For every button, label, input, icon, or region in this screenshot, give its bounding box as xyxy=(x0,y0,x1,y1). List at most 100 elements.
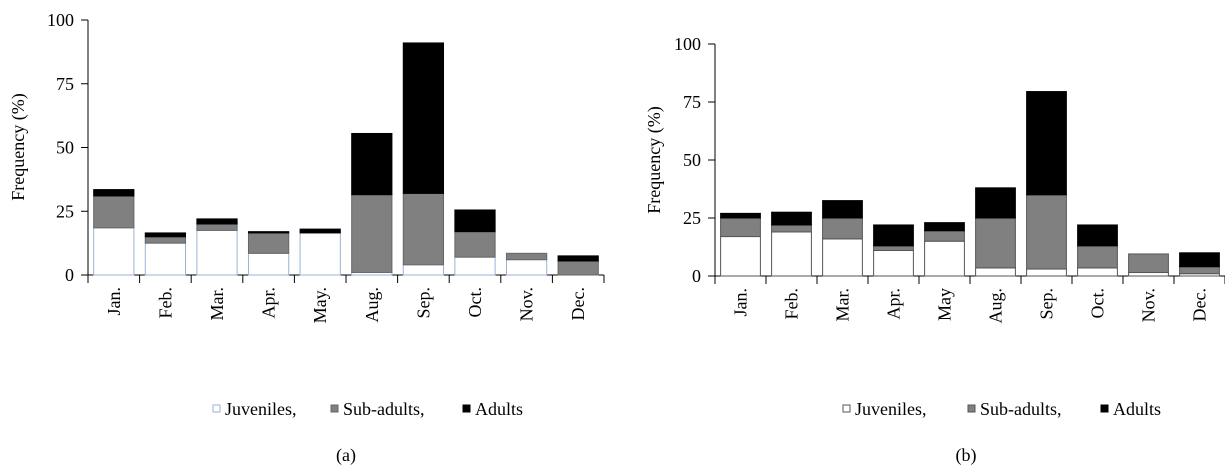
chart-b-bar-adults xyxy=(1179,252,1220,268)
chart-b-bar-adults xyxy=(924,222,965,232)
chart-b-legend-swatch-sub-adults xyxy=(967,404,976,413)
chart-b-bar-adults xyxy=(975,187,1016,219)
chart-b-bar-juveniles xyxy=(975,267,1016,277)
chart-a-bar-adults xyxy=(557,255,599,262)
chart-b-bar-sub-adults xyxy=(1026,194,1067,270)
chart-a-bar-adults xyxy=(144,232,187,238)
chart-b-legend-label: Adults xyxy=(1113,399,1161,419)
chart-b-x-tick-label: Sep. xyxy=(1037,288,1057,320)
chart-a-bar-adults xyxy=(454,209,496,233)
chart-a-x-tick-label: May. xyxy=(310,287,330,323)
chart-a-bar-juveniles xyxy=(247,252,290,276)
chart-a-bar-sub-adults xyxy=(247,232,290,254)
chart-a-x-tick-label: Jan. xyxy=(104,287,124,316)
chart-a-bar-adults xyxy=(351,132,393,196)
chart-a-bar-adults xyxy=(196,218,238,225)
chart-b-bar-juveniles xyxy=(873,249,914,277)
chart-a-legend-label: Adults xyxy=(475,399,523,419)
chart-a-y-tick-label: 50 xyxy=(56,138,74,158)
chart-b-caption: (b) xyxy=(956,445,977,466)
chart-b-legend-label: Sub-adults, xyxy=(980,399,1062,419)
chart-b-y-tick-label: 25 xyxy=(683,208,701,228)
chart-a-bar-adults xyxy=(93,189,135,197)
chart-b-bar-sub-adults xyxy=(771,224,812,233)
chart-b-x-tick-label: Dec. xyxy=(1190,288,1210,321)
chart-b-x-tick-label: Oct. xyxy=(1088,288,1108,319)
chart-a-y-axis-label: Frequency (%) xyxy=(8,93,29,200)
chart-b-legend-swatch-juveniles xyxy=(842,404,851,413)
chart-b-x-tick-label: Aug. xyxy=(986,288,1006,324)
chart-a-bar-sub-adults xyxy=(144,236,187,244)
chart-b-bar-juveniles xyxy=(1026,268,1067,277)
chart-a-x-tick-label: Dec. xyxy=(568,287,588,320)
chart-a-legend-swatch-sub-adults xyxy=(330,404,339,413)
chart-b-bar-juveniles xyxy=(720,236,761,277)
chart-b-bar-sub-adults xyxy=(975,217,1016,269)
chart-a-bar-juveniles xyxy=(505,259,548,276)
chart-a-y-tick-label: 25 xyxy=(56,201,74,221)
chart-a-legend-swatch-juveniles xyxy=(212,404,221,413)
chart-a-bar-sub-adults xyxy=(196,223,238,231)
chart-a-x-tick-label: Feb. xyxy=(155,287,175,319)
chart-b-bar-adults xyxy=(720,212,761,219)
chart-a-x-tick-label: Oct. xyxy=(465,287,485,318)
chart-b-legend-label: Juveniles, xyxy=(855,399,927,419)
chart-a-bar-sub-adults xyxy=(93,195,135,229)
chart-b-bar-juveniles xyxy=(771,231,812,277)
chart-a-legend-label: Juveniles, xyxy=(225,399,297,419)
chart-b-bar-adults xyxy=(771,211,812,226)
chart-a-y-tick-label: 0 xyxy=(65,265,74,285)
chart-a-bar-sub-adults xyxy=(557,260,599,276)
chart-a-bar-juveniles xyxy=(299,232,341,276)
chart-b-bar-juveniles xyxy=(1077,267,1118,277)
chart-b-x-tick-label: Nov. xyxy=(1139,288,1159,322)
chart-b-bar-adults xyxy=(873,224,914,247)
chart-b-x-tick-label: May xyxy=(935,288,955,321)
chart-a-y-tick-label: 75 xyxy=(56,74,74,94)
chart-b-bar-sub-adults xyxy=(1077,245,1118,269)
chart-a-x-tick-label: Sep. xyxy=(413,287,433,319)
chart-a-bar-adults xyxy=(402,42,445,194)
chart-b-bar-juveniles xyxy=(924,240,965,277)
chart-b-bar-juveniles xyxy=(822,238,863,277)
chart-a-x-tick-label: Apr. xyxy=(259,287,279,319)
chart-a-bar-sub-adults xyxy=(351,194,393,273)
chart-b-legend-swatch-adults xyxy=(1100,404,1109,413)
chart-b-bar-adults xyxy=(1077,224,1118,247)
chart-a-x-tick-label: Mar. xyxy=(207,287,227,321)
chart-a-legend-swatch-adults xyxy=(462,404,471,413)
chart-b-bar-sub-adults xyxy=(924,230,965,242)
chart-a-bar-sub-adults xyxy=(505,252,548,261)
chart-b-x-tick-label: Feb. xyxy=(782,288,802,320)
chart-b-y-tick-label: 50 xyxy=(683,150,701,170)
chart-a-bar-juveniles xyxy=(93,227,135,276)
chart-a-y-tick-label: 100 xyxy=(47,10,74,30)
chart-b-bar-sub-adults xyxy=(873,245,914,251)
chart-b-x-tick-label: Jan. xyxy=(731,288,751,317)
chart-a-caption: (a) xyxy=(336,445,356,466)
chart-b-bar-adults xyxy=(822,200,863,219)
chart-b-y-axis-label: Frequency (%) xyxy=(644,106,665,213)
chart-b-x-tick-label: Mar. xyxy=(833,288,853,322)
chart-a-legend-label: Sub-adults, xyxy=(343,399,425,419)
chart-a-bar-adults xyxy=(247,231,290,234)
chart-a-bar-sub-adults xyxy=(402,192,445,266)
chart-a-bar-juveniles xyxy=(196,229,238,276)
chart-b-x-tick-label: Apr. xyxy=(884,288,904,320)
chart-b-bar-sub-adults xyxy=(1128,253,1169,274)
chart-a-bar-juveniles xyxy=(144,242,187,276)
chart-b-bar-adults xyxy=(1026,91,1067,196)
chart-b-y-tick-label: 0 xyxy=(692,266,701,286)
chart-b-bar-sub-adults xyxy=(1179,266,1220,275)
chart-a-x-tick-label: Aug. xyxy=(362,287,382,323)
chart-b-bar-sub-adults xyxy=(720,217,761,238)
chart-a-bar-juveniles xyxy=(402,264,445,276)
chart-b-bar-sub-adults xyxy=(822,217,863,240)
chart-a-bar-adults xyxy=(299,228,341,234)
chart-b-bar-juveniles xyxy=(1128,272,1169,277)
chart-a-bar-juveniles xyxy=(454,256,496,276)
chart-b-y-tick-label: 100 xyxy=(674,34,701,54)
chart-a-bar-sub-adults xyxy=(454,231,496,258)
chart-b-y-tick-label: 75 xyxy=(683,92,701,112)
